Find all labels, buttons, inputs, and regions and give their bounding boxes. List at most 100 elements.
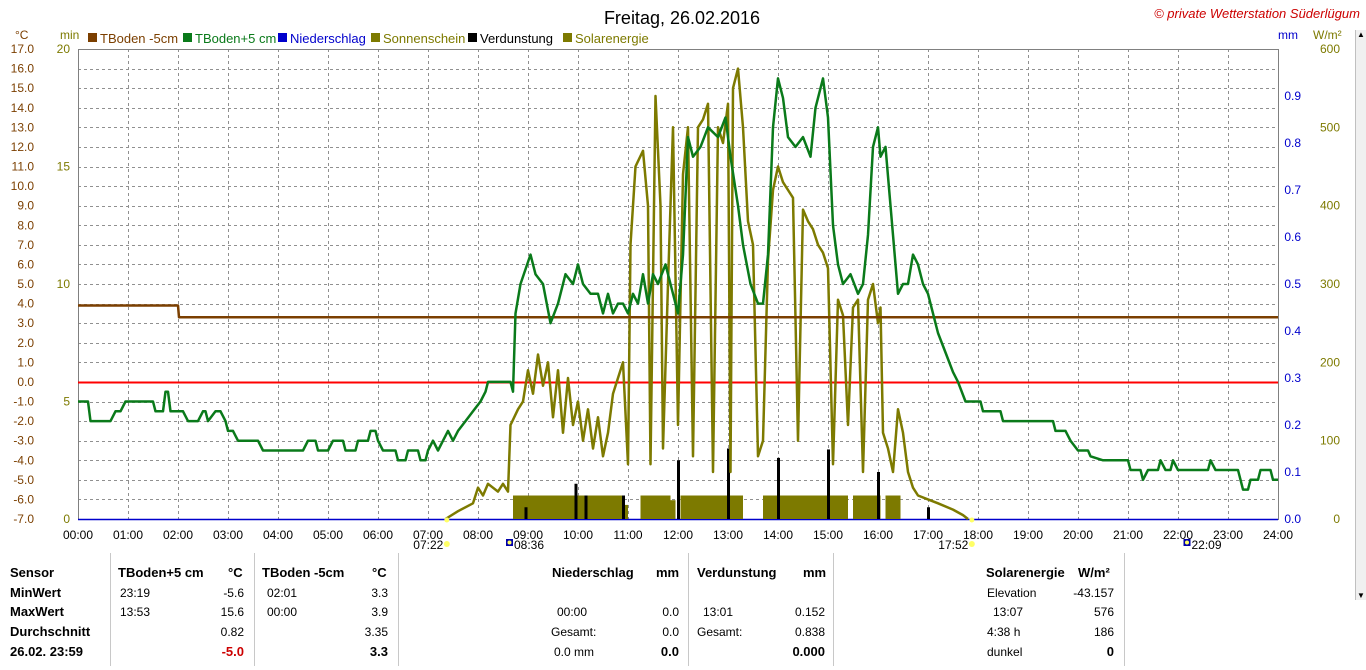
x-tick-label: 21:00: [1113, 528, 1143, 542]
tb5-max-time: 13:53: [120, 605, 151, 619]
evaporation-bar: [927, 507, 930, 519]
temp-tick-label: 7.0: [17, 238, 34, 252]
solar-current-value: 0: [1106, 644, 1114, 659]
sunshine-bar: [513, 495, 623, 519]
solar-state: dunkel: [987, 645, 1023, 659]
solar-elevation-label: Elevation: [987, 586, 1037, 600]
sun-icon: [443, 541, 450, 547]
column-separator: [110, 553, 111, 666]
verd-max-time: 13:01: [703, 605, 734, 619]
tbm5-max-time: 00:00: [267, 605, 298, 619]
column-separator: [688, 553, 689, 666]
evaporation-bar: [574, 483, 578, 519]
evaporation-bar: [584, 495, 588, 519]
sunshine-bar: [693, 495, 743, 519]
evaporation-bar: [777, 457, 780, 519]
x-tick-label: 10:00: [563, 528, 593, 542]
temp-tick-label: -3.0: [13, 434, 34, 448]
mm-tick-label: 0.7: [1284, 183, 1301, 197]
x-tick-label: 15:00: [813, 528, 843, 542]
mm-tick-label: 0.8: [1284, 136, 1301, 150]
chart-legend: TBoden -5cm TBoden+5 cm Niederschlag Sonnen…: [88, 31, 649, 46]
mm-tick-label: 0.1: [1284, 465, 1301, 479]
nied-current-value: 0.0: [660, 644, 679, 659]
sunshine-bar: [598, 495, 603, 519]
temp-tick-label: -4.0: [13, 453, 34, 467]
x-tick-label: 00:00: [63, 528, 93, 542]
nied-total-value: 0.0: [662, 625, 679, 639]
mm-tick-label: 0.0: [1284, 512, 1301, 526]
sun-time-label: 17:52: [938, 538, 968, 552]
scroll-up-icon[interactable]: ▲: [1357, 30, 1365, 39]
tbm5-max-value: 3.9: [371, 605, 388, 619]
row-label-current: 26.02. 23:59: [10, 644, 84, 659]
row-label-avg: Durchschnitt: [10, 624, 91, 639]
x-tick-label: 23:00: [1213, 528, 1243, 542]
verd-current-value: 0.000: [792, 644, 825, 659]
x-tick-label: 11:00: [613, 528, 642, 542]
vertical-scrollbar[interactable]: ▲ ▼: [1355, 30, 1366, 600]
moon-time-label: 08:36: [514, 538, 544, 552]
mm-tick-label: 0.5: [1284, 277, 1301, 291]
x-tick-label: 09:00: [513, 528, 543, 542]
tb5-min-time: 23:19: [120, 586, 151, 600]
temp-tick-label: 16.0: [11, 62, 35, 76]
legend-label: Verdunstung: [480, 31, 553, 46]
evaporation-bar: [877, 472, 880, 519]
tbm5-min-value: 3.3: [371, 586, 388, 600]
mm-tick-label: 0.3: [1284, 371, 1301, 385]
mm-tick-label: 0.4: [1284, 324, 1301, 338]
header-verd-unit: mm: [803, 565, 827, 580]
legend-swatch: [278, 33, 287, 42]
tbm5-current-value: 3.3: [369, 644, 388, 659]
min-axis-unit: min: [60, 28, 79, 42]
scroll-down-icon[interactable]: ▼: [1357, 591, 1365, 600]
header-tbm5-unit: °C: [372, 565, 387, 580]
weather-chart: Freitag, 26.02.2016 © private Wetterstat…: [11, 6, 1361, 552]
temp-tick-label: 5.0: [17, 277, 34, 291]
min-tick-label: 5: [63, 395, 70, 409]
x-tick-label: 08:00: [463, 528, 493, 542]
column-separator: [398, 553, 399, 666]
solar-duration: 4:38 h: [987, 625, 1021, 639]
mm-tick-label: 0.2: [1284, 418, 1301, 432]
header-tb5: TBoden+5 cm: [118, 565, 204, 580]
mm-axis-unit: mm: [1278, 28, 1298, 42]
temp-tick-label: 6.0: [17, 257, 34, 271]
legend-label: TBoden+5 cm: [195, 31, 276, 46]
x-tick-label: 17:00: [913, 528, 943, 542]
header-solar-unit: W/m²: [1078, 565, 1110, 580]
legend-swatch: [563, 33, 572, 42]
sun-time-label: 07:22: [413, 538, 443, 552]
wm2-tick-label: 500: [1320, 120, 1340, 134]
column-separator: [1124, 553, 1125, 666]
legend-label: TBoden -5cm: [100, 31, 178, 46]
tbm5-avg-value: 3.35: [364, 625, 388, 639]
x-tick-label: 14:00: [763, 528, 793, 542]
sun-icon: [968, 541, 975, 547]
header-verd: Verdunstung: [697, 565, 777, 580]
sunshine-bar: [763, 495, 848, 519]
header-nied-unit: mm: [656, 565, 680, 580]
temp-tick-label: 1.0: [17, 355, 34, 369]
legend-swatch: [183, 33, 192, 42]
row-label-min: MinWert: [10, 585, 62, 600]
tb5-max-value: 15.6: [220, 605, 244, 619]
temp-tick-label: 9.0: [17, 199, 34, 213]
moon-icon-highlight: [1185, 540, 1189, 545]
nied-current-text: 0.0 mm: [554, 645, 595, 659]
temp-tick-label: 11.0: [12, 160, 35, 174]
x-tick-label: 03:00: [213, 528, 243, 542]
x-tick-label: 07:00: [413, 528, 443, 542]
legend-swatch: [88, 33, 97, 42]
temp-tick-label: -1.0: [13, 395, 34, 409]
column-separator: [833, 553, 834, 666]
x-tick-label: 12:00: [663, 528, 693, 542]
mm-tick-label: 0.6: [1284, 230, 1301, 244]
sun-marker-icon: [444, 517, 450, 523]
x-tick-label: 04:00: [263, 528, 293, 542]
wm2-tick-label: 600: [1320, 42, 1340, 56]
wm2-tick-label: 300: [1320, 277, 1340, 291]
statistics-table: Sensor TBoden+5 cm °C TBoden -5cm °C Nie…: [0, 553, 1340, 670]
sun-marker-icon: [969, 517, 975, 523]
